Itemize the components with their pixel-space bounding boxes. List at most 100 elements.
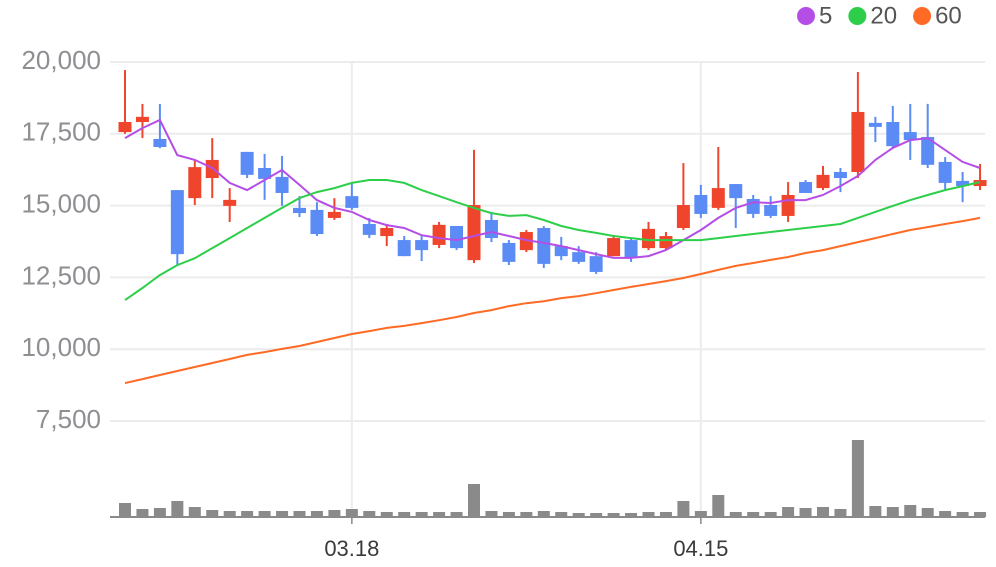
candle-body <box>816 174 830 189</box>
volume-bar <box>659 512 672 517</box>
ma-line <box>124 179 981 301</box>
candle-body <box>258 167 272 179</box>
candle-body <box>956 180 970 187</box>
y-tick-label: 10,000 <box>21 332 101 362</box>
legend-label: 20 <box>870 2 897 29</box>
candle-body <box>240 151 254 175</box>
candle-body <box>484 219 498 239</box>
volume-bar <box>886 507 899 517</box>
candle-body <box>135 116 149 123</box>
volume-bar <box>851 440 864 517</box>
candle-body <box>764 205 778 216</box>
volume-bar <box>677 501 690 517</box>
volume-bar <box>747 512 760 517</box>
candle-body <box>275 176 289 193</box>
candle-body <box>729 184 743 199</box>
volume-bar <box>625 513 638 517</box>
candle-body <box>973 180 987 187</box>
volume-bar <box>869 506 882 517</box>
candle-body <box>903 132 917 141</box>
y-tick-label: 15,000 <box>21 188 101 218</box>
candle-body <box>380 228 394 237</box>
candle-body <box>310 209 324 235</box>
volume-bar <box>363 511 376 517</box>
volume-bar <box>119 503 131 517</box>
volume-bar <box>188 507 201 517</box>
volume-bar <box>485 511 498 517</box>
volume-bar <box>956 512 969 517</box>
candle-body <box>118 122 132 133</box>
candle-body <box>362 223 376 235</box>
candle-body <box>833 171 847 179</box>
legend-label: 60 <box>935 2 962 29</box>
y-tick-label: 12,500 <box>21 260 101 290</box>
volume-bar <box>712 495 725 517</box>
candle-body <box>589 256 603 272</box>
y-tick-label: 20,000 <box>21 45 101 75</box>
volume-bar <box>310 511 323 517</box>
volume-bar <box>206 510 219 517</box>
candle-body <box>886 122 900 147</box>
candle-body <box>676 205 690 229</box>
volume-bar <box>834 509 847 517</box>
candle-body <box>624 240 638 259</box>
volume-bar <box>520 512 533 517</box>
candle-body <box>554 246 568 257</box>
volume-bar <box>904 505 917 517</box>
candle-body <box>851 111 865 172</box>
volume-bar <box>572 513 585 517</box>
volume-bar <box>153 508 166 517</box>
volume-bar <box>223 511 236 517</box>
candle-body <box>327 211 341 218</box>
volume-bar <box>415 512 428 517</box>
candle-body <box>415 240 429 251</box>
y-tick-label: 7,500 <box>36 404 101 434</box>
volume-bar <box>607 513 620 517</box>
candle-body <box>153 138 167 148</box>
volume-bar <box>433 512 446 517</box>
volume-bar <box>345 509 358 517</box>
legend-marker <box>848 7 867 25</box>
volume-bar <box>398 512 411 517</box>
candle-body <box>188 167 202 199</box>
candle-body <box>467 205 481 261</box>
volume-bar <box>555 512 568 517</box>
candle-body <box>868 122 882 127</box>
candle-body <box>694 194 708 214</box>
volume-bar <box>293 511 306 517</box>
legend-marker <box>797 7 815 25</box>
legend-label: 5 <box>819 2 832 29</box>
volume-bar <box>450 512 463 517</box>
volume-bar <box>171 501 184 517</box>
legend-marker <box>913 7 932 25</box>
volume-bar <box>921 508 934 517</box>
candle-body <box>223 199 237 206</box>
volume-bar <box>241 511 254 517</box>
candle-body <box>781 194 795 216</box>
volume-bar <box>729 512 742 517</box>
volume-bar <box>642 512 655 517</box>
candle-body <box>537 228 551 264</box>
volume-bar <box>468 484 480 517</box>
candle-body <box>450 225 464 249</box>
candle-body <box>572 252 586 262</box>
candle-body <box>642 228 655 249</box>
volume-bar <box>537 511 550 517</box>
candle-body <box>711 188 725 208</box>
ma-line <box>124 216 981 385</box>
volume-bar <box>258 511 271 517</box>
candle-body <box>659 236 673 249</box>
volume-bar <box>328 510 341 517</box>
candle-body <box>799 182 813 193</box>
volume-bar <box>974 512 987 517</box>
y-tick-label: 17,500 <box>21 117 101 147</box>
candle-body <box>397 240 411 257</box>
candle-body <box>607 238 621 257</box>
candle-body <box>938 161 952 183</box>
x-tick-label: 04.15 <box>673 536 728 561</box>
volume-bar <box>694 511 707 517</box>
volume-bar <box>136 509 149 517</box>
candle-body <box>170 190 184 255</box>
candle-body <box>432 224 446 245</box>
